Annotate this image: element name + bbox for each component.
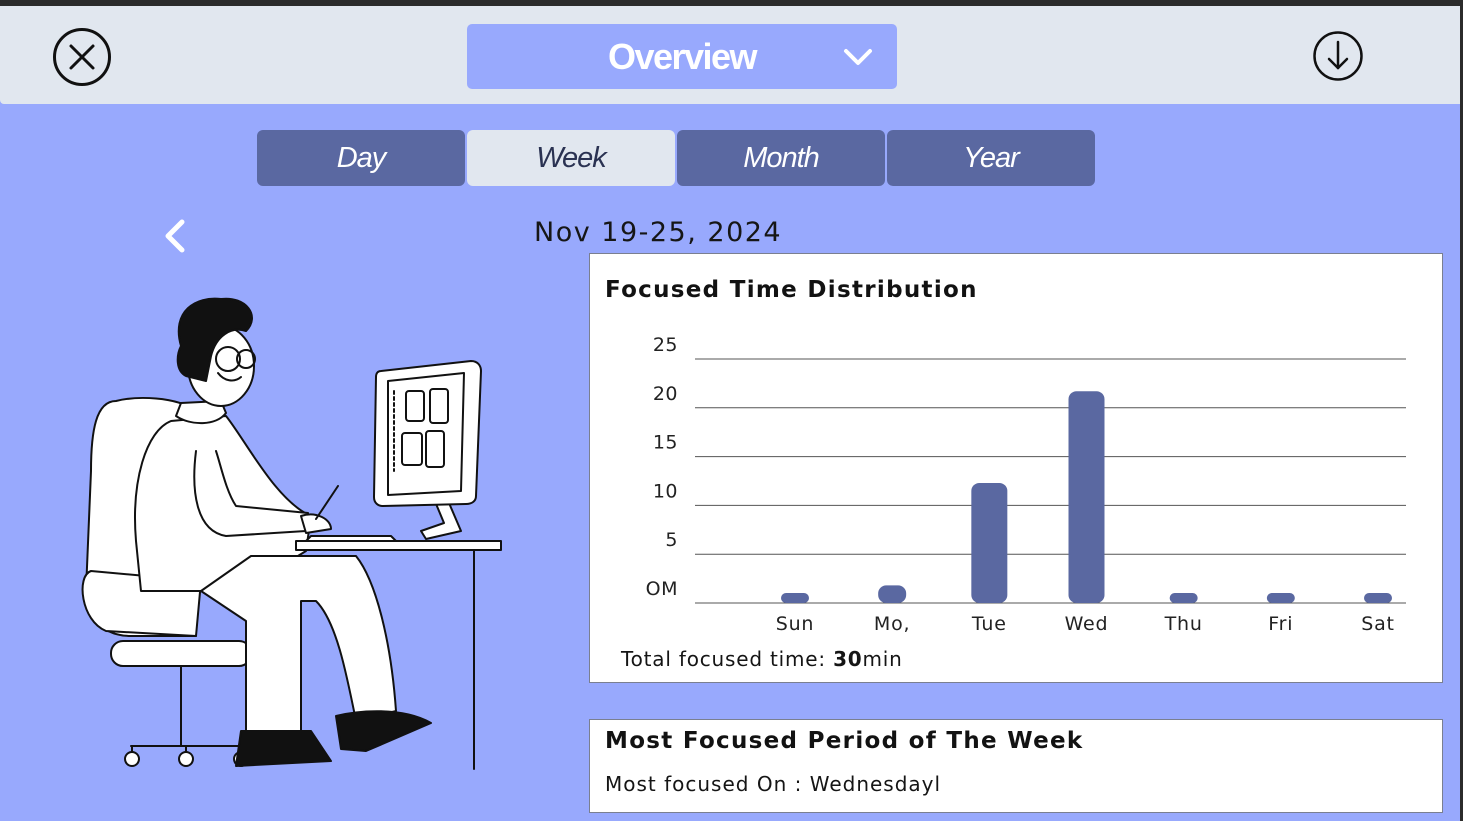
download-arrow-icon[interactable]	[1312, 30, 1364, 82]
bar-wed	[1068, 391, 1105, 603]
bar-mo	[878, 585, 907, 603]
tab-year[interactable]: Year	[887, 130, 1095, 186]
y-tick-label: 20	[653, 383, 678, 405]
period-text: Most focused On : Wednesdayl	[605, 772, 942, 796]
x-tick-label: Mo,	[874, 613, 910, 635]
y-tick-label: 5	[665, 529, 678, 551]
total-value: 30	[833, 647, 863, 671]
header-bar: Overview	[0, 6, 1460, 104]
x-tick-label: Sun	[776, 613, 815, 635]
person-at-computer-illustration	[81, 297, 502, 770]
total-unit: min	[862, 647, 903, 671]
y-tick-label: 10	[653, 480, 678, 502]
chart-title: Focused Time Distribution	[605, 277, 978, 303]
view-selector-dropdown[interactable]: Overview	[467, 24, 897, 89]
chevron-left-icon[interactable]	[160, 216, 190, 256]
y-tick-label: 25	[653, 334, 678, 356]
bar-thu	[1169, 593, 1198, 603]
total-prefix: Total focused time:	[621, 647, 834, 671]
bar-sat	[1364, 593, 1392, 603]
x-tick-label: Tue	[971, 613, 1007, 635]
tab-week[interactable]: Week	[467, 130, 675, 186]
y-tick-label: OM	[646, 578, 678, 600]
close-circle-icon[interactable]	[52, 27, 112, 87]
focused-time-chart-card: Focused Time Distribution OM 5 10 15 20 25 Sun…	[589, 253, 1443, 683]
most-focused-period-card: Most Focused Period of The Week Most foc…	[589, 719, 1443, 813]
x-tick-label: Thu	[1164, 613, 1203, 635]
total-focused-time: Total focused time: 30min	[621, 647, 903, 671]
period-tabs: Day Week Month Year	[257, 130, 1097, 186]
view-selector-label: Overview	[607, 36, 758, 77]
tab-month[interactable]: Month	[677, 130, 885, 186]
bar-chart: OM 5 10 15 20 25 Sun Mo, Tue Wed Thu Fri Sat	[646, 334, 1406, 635]
chevron-down-icon	[844, 49, 872, 65]
date-range-label: Nov 19-25, 2024	[534, 217, 783, 248]
x-tick-label: Sat	[1361, 613, 1395, 635]
bar-fri	[1266, 593, 1295, 603]
bar-sun	[781, 593, 809, 603]
x-tick-label: Fri	[1268, 613, 1293, 635]
app-frame: Overview Day Week Month Year Nov 19-25, …	[0, 6, 1460, 821]
tab-day[interactable]: Day	[257, 130, 465, 186]
x-tick-label: Wed	[1065, 613, 1109, 635]
y-tick-label: 15	[653, 432, 678, 454]
period-title: Most Focused Period of The Week	[605, 728, 1084, 754]
bar-tue	[971, 482, 1008, 603]
